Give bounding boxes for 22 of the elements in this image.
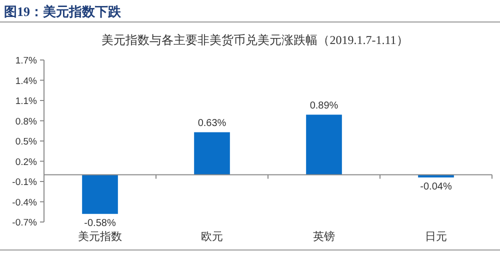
y-tick-label: 0.5% xyxy=(15,136,38,148)
data-label: -0.58% xyxy=(84,218,116,229)
data-label: 0.89% xyxy=(310,100,338,112)
x-tick-label: 英镑 xyxy=(313,230,335,243)
y-tick-label: 0.8% xyxy=(15,116,38,128)
data-label: -0.04% xyxy=(420,181,452,192)
bar xyxy=(306,114,342,175)
x-tick-label: 日元 xyxy=(425,231,447,243)
y-tick-label: -0.7% xyxy=(12,218,38,228)
y-tick-label: 1.7% xyxy=(15,56,38,66)
y-tick-label: -0.1% xyxy=(12,177,38,188)
x-tick-label: 美元指数 xyxy=(78,230,122,243)
y-tick-label: 1.1% xyxy=(15,96,38,107)
data-label: 0.63% xyxy=(198,118,226,130)
bar xyxy=(82,174,118,214)
x-tick-label: 欧元 xyxy=(201,231,223,243)
chart-subtitle: 美元指数与各主要非美货币兑美元涨跌幅（2019.1.7-1.11） xyxy=(102,33,408,47)
chart-title: 图19：美元指数下跌 xyxy=(4,4,122,19)
bar xyxy=(194,132,230,175)
y-tick-label: 1.4% xyxy=(15,76,38,87)
y-tick-label: -0.4% xyxy=(12,197,38,208)
y-tick-label: 0.2% xyxy=(15,156,38,168)
